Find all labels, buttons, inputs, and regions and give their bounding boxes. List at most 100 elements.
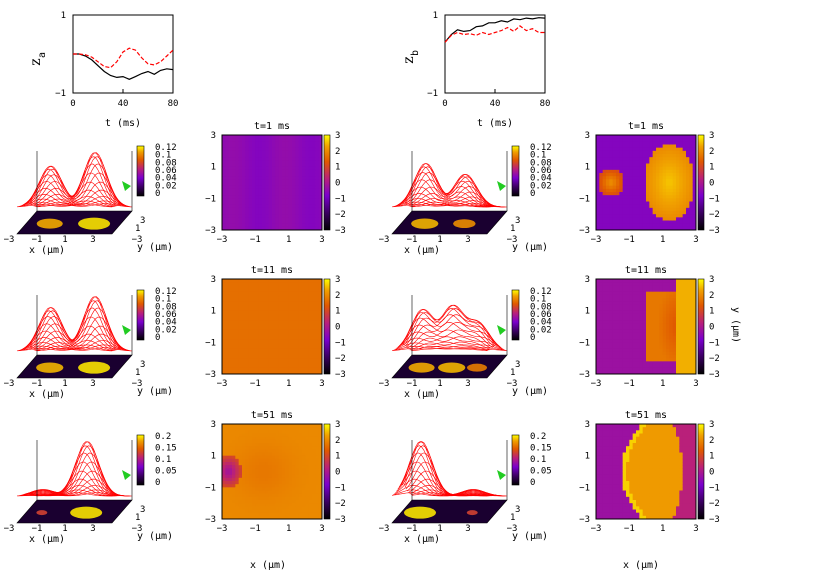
h2-cell bbox=[602, 204, 607, 209]
h1-cell bbox=[225, 204, 230, 209]
h1-cell bbox=[305, 144, 310, 149]
h3-cell bbox=[242, 351, 246, 356]
h1-cell bbox=[312, 147, 316, 152]
h3-cell bbox=[228, 367, 233, 372]
h2-cell bbox=[636, 179, 640, 183]
h5-cell bbox=[315, 515, 320, 520]
h3-cell bbox=[302, 294, 306, 299]
h4-ytick: −1 bbox=[579, 338, 590, 348]
h1-cell bbox=[288, 195, 293, 199]
h2-cell bbox=[672, 198, 677, 202]
h2-cell bbox=[672, 176, 677, 180]
h4-cell bbox=[609, 370, 614, 375]
h3-cell bbox=[258, 364, 263, 369]
h3-cell bbox=[282, 336, 286, 340]
h1-cell bbox=[228, 217, 233, 221]
h2-cell bbox=[669, 160, 674, 164]
h1-cell bbox=[268, 135, 273, 139]
h1-cell bbox=[312, 182, 316, 187]
h4-cell bbox=[656, 348, 660, 353]
h5-cell bbox=[245, 471, 250, 476]
h4-cell bbox=[682, 294, 687, 299]
s1-ztick: 0.02 bbox=[155, 181, 177, 191]
h5-cell bbox=[265, 462, 270, 466]
h2-cell bbox=[606, 214, 610, 218]
h5-cell bbox=[312, 477, 316, 482]
h1-cell bbox=[255, 150, 260, 155]
h2-cell bbox=[646, 182, 650, 187]
h2-cell bbox=[612, 169, 617, 174]
h2-cell bbox=[679, 195, 684, 199]
h6-cell bbox=[602, 462, 607, 466]
h1-cell bbox=[298, 217, 303, 221]
h4-cell bbox=[689, 279, 694, 283]
h2-cell bbox=[662, 135, 667, 139]
h5-cell bbox=[282, 503, 286, 507]
h4-cell bbox=[662, 329, 667, 334]
h3-cell bbox=[275, 304, 280, 308]
h4-cell bbox=[642, 291, 647, 296]
h5-cell bbox=[222, 493, 226, 498]
h2-cell bbox=[679, 188, 684, 193]
h1-cell bbox=[275, 201, 280, 206]
h2-cell bbox=[642, 226, 647, 231]
s2-floor-blob-1 bbox=[453, 219, 476, 229]
h2-cell bbox=[596, 173, 600, 177]
h2-cell bbox=[656, 169, 660, 174]
h1-cell bbox=[258, 201, 263, 206]
h3-cell bbox=[228, 358, 233, 362]
h3-cell bbox=[282, 310, 286, 315]
h4-cell bbox=[639, 358, 644, 362]
h4-cell bbox=[602, 361, 607, 365]
h4-cell bbox=[616, 323, 620, 327]
h5-cell bbox=[255, 433, 260, 438]
h3-cell bbox=[238, 291, 243, 296]
h2-cell bbox=[636, 141, 640, 145]
h4-cell bbox=[692, 358, 697, 362]
h6-cell bbox=[596, 500, 600, 504]
h4-cell bbox=[626, 310, 630, 315]
h2-cell bbox=[666, 211, 670, 215]
h1-cell bbox=[258, 144, 263, 149]
h1-cell bbox=[315, 157, 320, 161]
h4-cell bbox=[689, 323, 694, 327]
h4-cell bbox=[599, 298, 604, 302]
h1-cell bbox=[255, 214, 260, 218]
h5-cell bbox=[315, 465, 320, 469]
h3-cell bbox=[242, 339, 246, 343]
h2-cell bbox=[636, 214, 640, 218]
h1-cell bbox=[308, 154, 313, 158]
h2-cell bbox=[639, 179, 644, 183]
h2-cell bbox=[666, 144, 670, 149]
h5-cell bbox=[245, 436, 250, 441]
h4-cell bbox=[679, 342, 684, 346]
h2-cell bbox=[602, 195, 607, 199]
h4-cell bbox=[619, 358, 624, 362]
h3-cell bbox=[288, 285, 293, 289]
h5-cell bbox=[238, 474, 243, 479]
h1-cell bbox=[308, 179, 313, 183]
h2-cell bbox=[626, 201, 630, 206]
h4-cell bbox=[622, 361, 627, 365]
h2-cell bbox=[672, 163, 677, 168]
h6-cell bbox=[599, 500, 604, 504]
h3-cell bbox=[248, 310, 253, 315]
h4-cell bbox=[606, 336, 610, 340]
h1-cell bbox=[258, 192, 263, 196]
h4-cell bbox=[599, 317, 604, 321]
h3-cell bbox=[318, 358, 323, 362]
h4-cell bbox=[646, 291, 650, 296]
h5-cell bbox=[308, 458, 313, 463]
h5-cell bbox=[305, 481, 310, 485]
h2-cell bbox=[602, 163, 607, 168]
h4-cell bbox=[599, 307, 604, 312]
h2-cell bbox=[649, 135, 654, 139]
h5-cell bbox=[305, 496, 310, 501]
h2-cell bbox=[619, 166, 624, 171]
h1-cell bbox=[298, 163, 303, 168]
h1-cell bbox=[242, 204, 246, 209]
h3-cell bbox=[252, 304, 256, 308]
h2-cell bbox=[612, 211, 617, 215]
h5-cell bbox=[255, 503, 260, 507]
h2-cell bbox=[669, 185, 674, 190]
